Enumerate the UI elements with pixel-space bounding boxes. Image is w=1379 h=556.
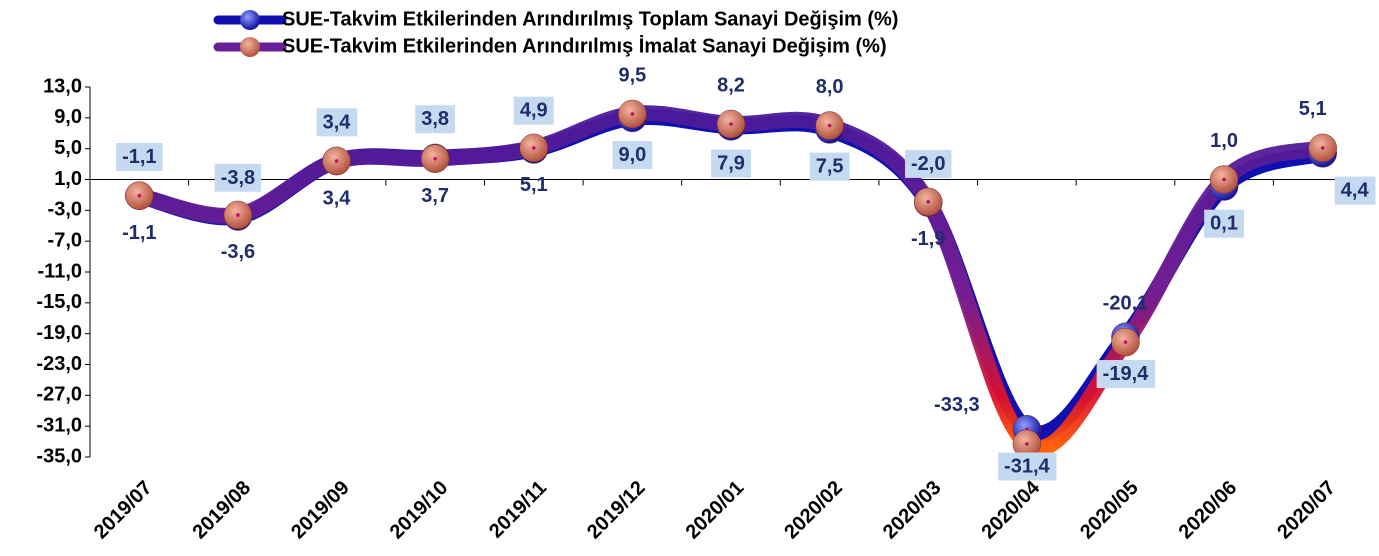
- data-label: 5,1: [520, 174, 548, 196]
- marker-dot: [926, 200, 931, 204]
- x-tick-label: 2019/08: [189, 477, 256, 544]
- y-tick-label: -19,0: [36, 322, 82, 344]
- marker-dot: [433, 156, 437, 161]
- legend-marker: [240, 10, 260, 30]
- y-tick-label: -35,0: [36, 445, 82, 467]
- data-label-box: [904, 149, 952, 178]
- data-label: 4,4: [1341, 180, 1370, 202]
- data-label-box: [1204, 209, 1244, 238]
- data-label: 8,0: [816, 76, 844, 98]
- data-label: 3,8: [421, 108, 449, 130]
- data-label: -1,1: [122, 146, 156, 168]
- marker-dot: [1025, 442, 1029, 446]
- legend-label: SUE-Takvim Etkilerinden Arındırılmış İma…: [282, 34, 887, 57]
- data-label: -19,4: [1103, 363, 1149, 385]
- y-tick-label: -23,0: [36, 353, 82, 375]
- data-label-box: [1096, 360, 1156, 389]
- x-tick-label: 2020/03: [879, 477, 946, 544]
- data-label: 7,5: [816, 156, 844, 178]
- marker-dot: [827, 123, 832, 128]
- marker-dot: [236, 213, 240, 217]
- x-tick-label: 2019/07: [90, 477, 157, 544]
- x-tick-label: 2019/09: [287, 477, 354, 544]
- x-tick-label: 2019/10: [386, 477, 453, 544]
- y-tick-label: 9,0: [54, 106, 82, 128]
- y-tick-label: 1,0: [54, 168, 82, 190]
- data-label: -3,8: [221, 167, 255, 189]
- data-label-box: [809, 152, 850, 181]
- marker-dot: [137, 193, 142, 198]
- data-label: 8,2: [717, 74, 745, 96]
- x-tick-label: 2020/06: [1175, 477, 1242, 544]
- data-label: 9,5: [618, 64, 646, 86]
- data-label-box: [415, 105, 456, 134]
- y-tick-label: -27,0: [36, 384, 82, 406]
- marker-dot: [1320, 146, 1325, 150]
- y-tick-label: -31,0: [36, 414, 82, 436]
- x-tick-label: 2020/04: [977, 476, 1044, 543]
- data-label-box: [214, 163, 262, 192]
- marker-dot: [1123, 340, 1128, 344]
- marker-dot: [531, 146, 536, 150]
- data-label: -33,3: [934, 394, 980, 416]
- x-tick-label: 2019/11: [485, 477, 551, 543]
- marker-dot: [729, 122, 733, 126]
- x-tick-label: 2020/02: [780, 477, 847, 544]
- data-label: -2,0: [911, 153, 945, 175]
- data-label: 3,4: [323, 111, 352, 133]
- legend-marker: [240, 37, 260, 57]
- y-tick-label: -3,0: [48, 199, 82, 221]
- data-label: 0,1: [1210, 213, 1238, 235]
- data-label-box: [316, 108, 358, 137]
- data-label: 9,0: [618, 144, 646, 166]
- data-label: -1,1: [122, 222, 156, 244]
- x-tick-label: 2020/01: [682, 477, 749, 544]
- data-label: 3,7: [421, 185, 449, 207]
- data-label: -31,4: [1004, 456, 1050, 478]
- y-tick-label: -15,0: [36, 291, 82, 313]
- x-tick-label: 2020/05: [1076, 477, 1143, 544]
- data-label: -1,9: [911, 228, 945, 250]
- y-tick-label: -11,0: [38, 260, 82, 282]
- data-label-box: [513, 96, 554, 125]
- data-label: 5,1: [1299, 98, 1327, 120]
- y-tick-label: -7,0: [48, 229, 82, 251]
- legend-label: SUE-Takvim Etkilerinden Arındırılmış Top…: [282, 8, 898, 30]
- data-label-box: [612, 141, 653, 170]
- data-label-box: [998, 452, 1057, 481]
- data-label: 7,9: [717, 153, 745, 175]
- x-tick-label: 2020/07: [1273, 477, 1340, 544]
- marker-dot: [334, 159, 339, 163]
- data-label: -3,6: [221, 241, 255, 263]
- marker-dot: [630, 112, 635, 116]
- marker-dot: [1222, 177, 1226, 182]
- data-label: -20,1: [1103, 292, 1149, 314]
- data-label-box: [711, 149, 751, 178]
- data-label-box: [1334, 176, 1376, 205]
- data-label-box: [116, 142, 163, 171]
- data-label: 4,9: [520, 100, 548, 122]
- x-tick-label: 2019/12: [583, 477, 650, 544]
- data-label: 1,0: [1210, 130, 1238, 152]
- y-tick-label: 5,0: [54, 137, 82, 159]
- data-label: 3,4: [323, 187, 352, 209]
- y-tick-label: 13,0: [43, 75, 82, 97]
